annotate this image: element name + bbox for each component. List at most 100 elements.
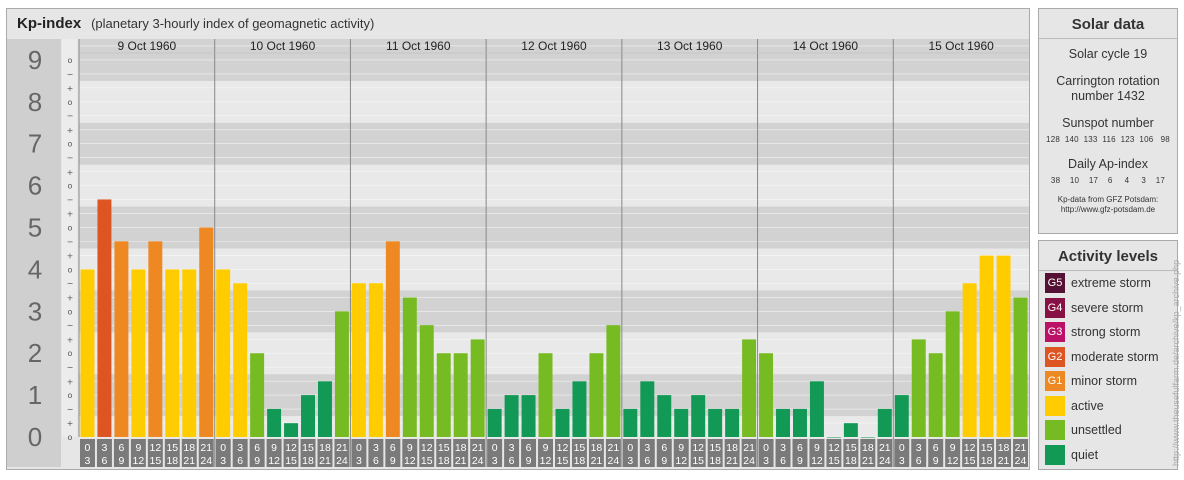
kp-bar — [250, 353, 265, 437]
interval-start-label: 0 — [85, 442, 91, 454]
interval-end-label: 6 — [644, 455, 650, 467]
interval-start-label: 6 — [118, 442, 124, 454]
activity-level-label: severe storm — [1071, 300, 1144, 315]
day-label: 14 Oct 1960 — [793, 39, 859, 53]
interval-box — [945, 439, 961, 467]
interval-box — [164, 439, 180, 467]
interval-end-label: 24 — [879, 455, 891, 467]
interval-start-label: 21 — [879, 442, 891, 454]
interval-box — [809, 439, 825, 467]
minor-tick-label: + — [67, 252, 74, 261]
interval-box — [673, 439, 689, 467]
interval-start-label: 15 — [438, 442, 450, 454]
activity-level-label: quiet — [1071, 447, 1099, 462]
y-tick-label: 5 — [28, 213, 42, 243]
kp-bar — [725, 408, 740, 437]
interval-start-label: 18 — [183, 442, 195, 454]
interval-end-label: 15 — [828, 455, 840, 467]
minor-tick-label: − — [67, 405, 74, 414]
kp-bar — [860, 437, 875, 438]
interval-box — [860, 439, 876, 467]
interval-box — [113, 439, 129, 467]
minor-tick-label: o — [68, 265, 73, 274]
interval-end-label: 6 — [509, 455, 515, 467]
interval-box — [130, 439, 146, 467]
interval-box — [792, 439, 808, 467]
interval-start-label: 21 — [1015, 442, 1027, 454]
interval-start-label: 18 — [591, 442, 603, 454]
interval-end-label: 9 — [933, 455, 939, 467]
day-label: 12 Oct 1960 — [521, 39, 587, 53]
kp-chart-panel: o + − o + − o + − o + − o + − o + − o + − o + − o + − o 0 1 2 3 4 5 6 7 8 9 9 … — [6, 8, 1030, 470]
activity-level-label: minor storm — [1071, 374, 1137, 388]
data-source-line-1: Kp-data from GFZ Potsdam: — [1057, 195, 1159, 204]
y-tick-label: 9 — [28, 45, 42, 75]
interval-end-label: 21 — [862, 455, 874, 467]
kp-bar — [80, 269, 95, 437]
interval-start-label: 6 — [933, 442, 939, 454]
kp-bar — [199, 227, 214, 437]
interval-end-label: 18 — [709, 455, 721, 467]
y-tick-label: 4 — [28, 254, 42, 284]
interval-start-label: 12 — [285, 442, 297, 454]
kp-bar — [487, 408, 502, 437]
kp-bar — [114, 241, 129, 437]
interval-start-label: 0 — [627, 442, 633, 454]
y-axis-background — [7, 39, 61, 467]
interval-end-label: 18 — [166, 455, 178, 467]
minor-tick-label: + — [67, 377, 74, 386]
kp-bar — [691, 395, 706, 437]
minor-label-column — [62, 39, 77, 437]
interval-start-label: 0 — [492, 442, 498, 454]
kp-bar — [555, 408, 570, 437]
interval-end-label: 3 — [356, 455, 362, 467]
interval-box — [453, 439, 469, 467]
data-source-line-2: http://www.gfz-potsdam.de — [1060, 205, 1156, 214]
minor-tick-label: + — [67, 168, 74, 177]
chart-title: Kp-index (planetary 3-hourly index of ge… — [17, 15, 374, 32]
interval-box — [96, 439, 112, 467]
interval-end-label: 3 — [899, 455, 905, 467]
interval-start-label: 3 — [373, 442, 379, 454]
day-label: 13 Oct 1960 — [657, 39, 723, 53]
minor-tick-label: − — [67, 154, 74, 163]
interval-start-label: 0 — [220, 442, 226, 454]
interval-box — [724, 439, 740, 467]
interval-start-label: 18 — [998, 442, 1010, 454]
kp-bar — [368, 283, 383, 437]
kp-bar — [453, 353, 468, 437]
interval-start-label: 3 — [237, 442, 243, 454]
activity-level-swatch — [1045, 395, 1065, 416]
interval-start-label: 18 — [319, 442, 331, 454]
kp-bar — [284, 423, 299, 437]
minor-tick-label: o — [68, 433, 73, 442]
day-label: 9 Oct 1960 — [117, 39, 176, 53]
kp-bar — [996, 255, 1011, 437]
interval-box — [1013, 439, 1028, 467]
interval-end-label: 15 — [285, 455, 297, 467]
interval-start-label: 9 — [814, 442, 820, 454]
interval-end-label: 3 — [220, 455, 226, 467]
minor-tick-label: o — [68, 391, 73, 400]
minor-tick-label: o — [68, 307, 73, 316]
interval-end-label: 9 — [661, 455, 667, 467]
interval-start-label: 9 — [135, 442, 141, 454]
kp-bar — [504, 395, 519, 437]
interval-box — [80, 439, 95, 467]
interval-box — [436, 439, 452, 467]
interval-start-label: 15 — [574, 442, 586, 454]
day-label: 15 Oct 1960 — [928, 39, 994, 53]
interval-end-label: 18 — [574, 455, 586, 467]
activity-level-swatch — [1045, 420, 1065, 440]
kp-bar — [1013, 297, 1028, 437]
kp-bar — [708, 408, 723, 437]
activity-levels-title: Activity levels — [1039, 241, 1177, 271]
interval-box — [351, 439, 367, 467]
interval-end-label: 9 — [526, 455, 532, 467]
interval-end-label: 6 — [237, 455, 243, 467]
interval-start-label: 0 — [763, 442, 769, 454]
kp-bar — [419, 325, 434, 437]
activity-level-label: unsettled — [1071, 423, 1122, 437]
y-tick-label: 0 — [28, 422, 42, 452]
